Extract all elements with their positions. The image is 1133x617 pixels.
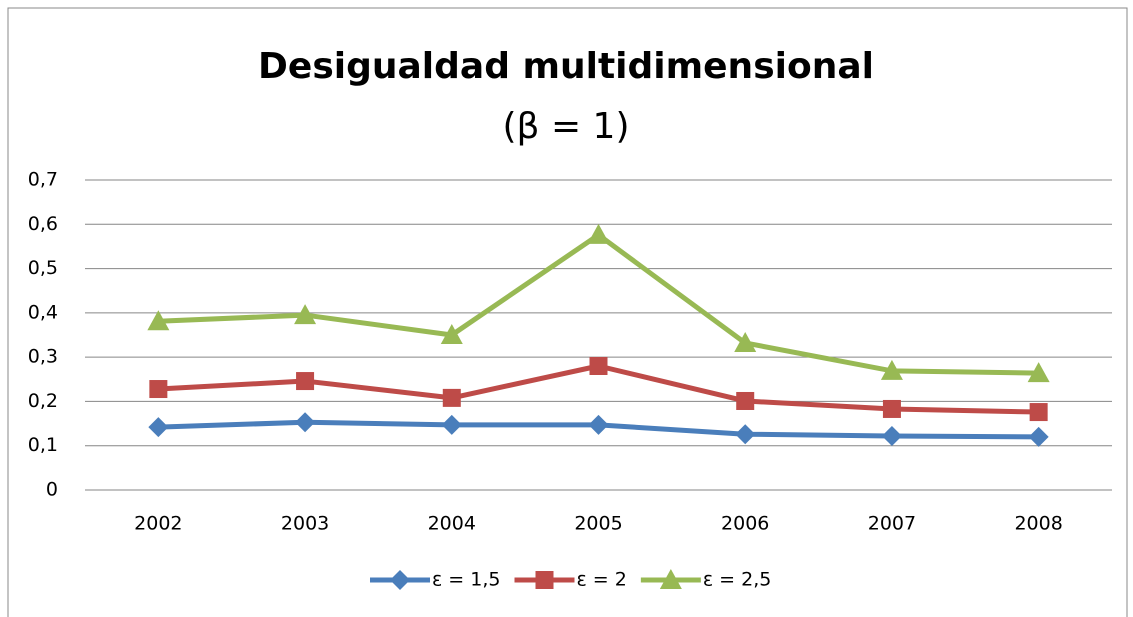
- marker: [295, 412, 316, 433]
- x-tick-label: 2004: [428, 513, 476, 535]
- y-tick-label: 0,7: [28, 169, 58, 191]
- marker: [735, 424, 756, 445]
- x-tick-label: 2008: [1014, 513, 1062, 535]
- y-tick-label: 0: [46, 479, 58, 501]
- marker: [736, 391, 755, 410]
- marker: [147, 310, 170, 331]
- marker: [882, 399, 901, 418]
- marker: [440, 324, 463, 344]
- marker: [588, 414, 609, 435]
- x-tick-label: 2005: [574, 513, 622, 535]
- marker: [294, 304, 317, 325]
- chart-subtitle: (β = 1): [502, 106, 629, 147]
- marker: [441, 414, 462, 435]
- marker: [881, 425, 902, 446]
- x-tick-label: 2006: [721, 513, 769, 535]
- y-tick-label: 0,3: [28, 346, 58, 368]
- marker: [589, 357, 608, 375]
- y-tick-label: 0,4: [28, 301, 58, 323]
- marker: [1029, 403, 1048, 422]
- series-line: [158, 232, 1039, 376]
- marker: [1027, 362, 1050, 383]
- x-tick-label: 2002: [134, 513, 182, 535]
- marker: [442, 388, 461, 407]
- x-tick-label: 2003: [281, 513, 329, 535]
- y-tick-label: 0,5: [28, 257, 58, 279]
- marker: [296, 372, 315, 391]
- legend-label: ε = 2,5: [703, 569, 772, 591]
- marker: [535, 571, 554, 589]
- x-tick-label: 2007: [868, 513, 916, 535]
- marker: [1028, 426, 1049, 447]
- marker: [390, 570, 410, 590]
- marker: [148, 417, 169, 438]
- marker: [149, 380, 168, 399]
- y-tick-label: 0,6: [28, 213, 58, 235]
- marker: [880, 359, 903, 380]
- marker: [587, 223, 610, 244]
- legend-label: ε = 1,5: [432, 569, 501, 591]
- y-tick-label: 0,1: [28, 434, 58, 456]
- chart-title: Desigualdad multidimensional: [258, 46, 874, 87]
- marker: [659, 569, 682, 589]
- marker: [734, 331, 757, 352]
- chart-frame: [7, 7, 1128, 617]
- y-tick-label: 0,2: [28, 390, 58, 412]
- legend-label: ε = 2: [577, 569, 627, 591]
